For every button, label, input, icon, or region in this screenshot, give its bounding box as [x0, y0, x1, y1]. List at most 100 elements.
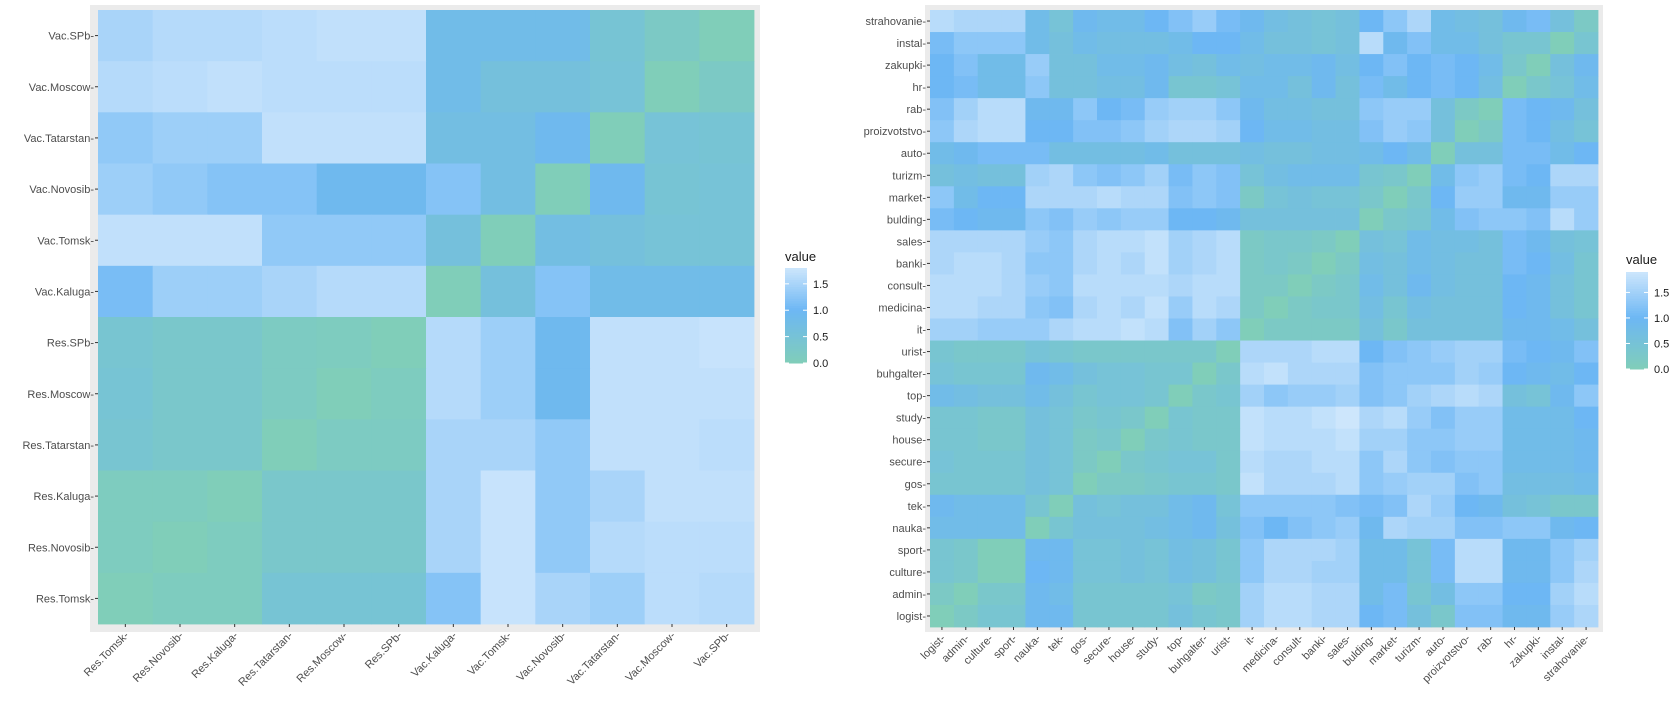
heatmap-cell [1001, 54, 1026, 77]
heatmap-cell [1049, 318, 1074, 341]
heatmap-cell [535, 470, 591, 523]
heatmap-cell [1454, 340, 1480, 363]
heatmap-cell [1335, 538, 1360, 562]
heatmap-cell [1073, 208, 1098, 231]
y-tick-label: banki- [896, 258, 926, 270]
heatmap-cell [1144, 582, 1169, 606]
heatmap-cell [1240, 582, 1265, 606]
heatmap-cell [1049, 538, 1074, 562]
legend-color-step [1626, 298, 1648, 302]
y-tick-label: turizm- [892, 170, 926, 182]
heatmap-cell [1502, 494, 1527, 518]
heatmap-cell [1144, 362, 1169, 386]
heatmap-cell [1431, 384, 1456, 408]
heatmap-cell [1287, 164, 1313, 187]
heatmap-cell [1049, 384, 1074, 408]
legend-color-step [785, 358, 807, 362]
heatmap-cell [1168, 340, 1193, 363]
heatmap-cell [1550, 120, 1575, 143]
heatmap-cell [1502, 384, 1527, 408]
heatmap-cell [1550, 318, 1575, 341]
y-tick-label: Vac.Tomsk- [37, 235, 94, 247]
heatmap-cell [1287, 32, 1313, 55]
heatmap-cell [1335, 120, 1360, 143]
heatmap-cell [262, 368, 318, 420]
heatmap-cell [1073, 450, 1098, 474]
legend-color-step [785, 344, 807, 347]
heatmap-cell [1574, 142, 1599, 165]
legend-color-step [785, 294, 807, 298]
heatmap-cell [1264, 296, 1289, 319]
heatmap-cell [1359, 252, 1384, 275]
heatmap-cell [953, 560, 979, 584]
heatmap-cell [1550, 164, 1575, 187]
heatmap-cell [316, 214, 372, 267]
heatmap-cell [1144, 428, 1169, 452]
heatmap-cell [930, 142, 955, 165]
heatmap-cell [1120, 98, 1146, 121]
heatmap-cell [1073, 472, 1098, 496]
heatmap-cell [1550, 340, 1575, 363]
heatmap-cell [930, 274, 955, 297]
heatmap-cell [1192, 538, 1217, 562]
heatmap-cell [953, 340, 979, 363]
heatmap-cell [1574, 186, 1599, 209]
heatmap-cell [1073, 560, 1098, 584]
legend-ticks: 0.0 0.5 1.0 1.5 [1626, 287, 1669, 376]
heatmap-cell [426, 470, 482, 523]
heatmap-cell [1073, 32, 1098, 55]
heatmap-cell [1049, 186, 1074, 209]
heatmap-cell [426, 521, 482, 574]
heatmap-cell [1073, 582, 1098, 606]
heatmap-cell [1216, 98, 1241, 121]
heatmap-cell [1454, 142, 1480, 165]
heatmap-cell [1311, 76, 1336, 99]
heatmap-cell [152, 317, 208, 369]
heatmap-cell [1120, 362, 1146, 386]
heatmap-cell [1454, 274, 1480, 297]
legend-color-step [785, 355, 807, 359]
legend-color-step [1626, 322, 1648, 326]
heatmap-cell [953, 76, 979, 99]
heatmap-cell [1049, 230, 1074, 253]
heatmap-cell [590, 214, 646, 267]
heatmap-cell [1431, 362, 1456, 386]
heatmap-cell [262, 10, 318, 62]
heatmap-cell [1240, 318, 1265, 341]
heatmap-cell [1264, 406, 1289, 430]
heatmap-cell [1120, 274, 1146, 297]
legend-color-step [785, 348, 807, 352]
heatmap-cell [1502, 120, 1527, 143]
heatmap-cell [1240, 340, 1265, 363]
heatmap-cell [1502, 142, 1527, 165]
heatmap-cell [977, 230, 1002, 253]
heatmap-cell [426, 163, 482, 216]
heatmap-cell [1264, 164, 1289, 187]
heatmap-cell [1216, 582, 1241, 606]
heatmap-cell [1144, 76, 1169, 99]
heatmap-cell [1216, 362, 1241, 386]
heatmap-cell [644, 317, 700, 369]
heatmap-cell [152, 419, 208, 471]
heatmap-cell [1168, 98, 1193, 121]
heatmap-cell [1574, 54, 1599, 77]
heatmap-cell [1335, 164, 1360, 187]
legend-color-step [1626, 332, 1648, 336]
heatmap-cell [953, 274, 979, 297]
heatmap-cell [930, 384, 955, 408]
y-tick-label: Res.Moscow- [27, 389, 94, 401]
y-tick-label: nauka- [892, 523, 926, 535]
heatmap-cell [262, 419, 318, 471]
heatmap-cell [1431, 32, 1456, 55]
heatmap-cell [1287, 76, 1313, 99]
y-tick-label: instal- [897, 38, 927, 50]
heatmap-cell [977, 318, 1002, 341]
heatmap-cell [1311, 10, 1336, 33]
heatmap-regions: Vac.SPb- Vac.Moscow- Vac.Tatarstan- Vac.Nov… [22, 5, 828, 689]
heatmap-cell [1001, 406, 1026, 430]
legend-color-step [785, 336, 807, 340]
heatmap-cell [98, 214, 154, 267]
heatmap-cell [1216, 604, 1241, 628]
heatmap-cell [1335, 186, 1360, 209]
heatmap-cell [1287, 516, 1313, 540]
